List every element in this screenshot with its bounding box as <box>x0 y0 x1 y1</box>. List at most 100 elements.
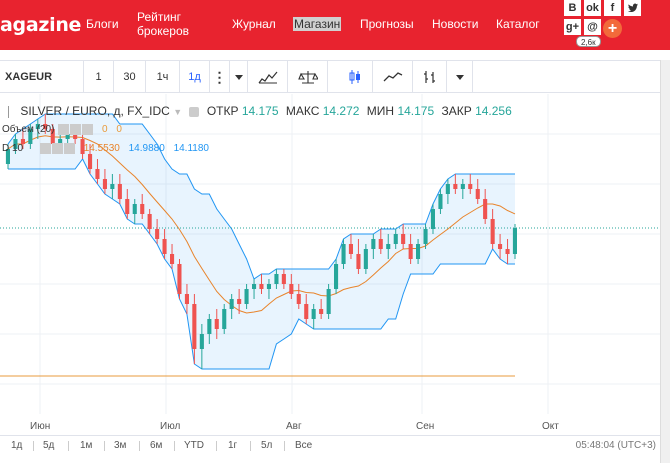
candle <box>348 244 353 254</box>
more-intervals-icon[interactable]: ⋮ <box>210 61 230 93</box>
volume-visibility-icon[interactable] <box>58 124 70 135</box>
range-6m[interactable]: 6м <box>150 440 163 451</box>
nav-forecasts[interactable]: Прогнозы <box>360 17 414 31</box>
ok-icon[interactable]: ok <box>584 0 601 16</box>
twitter-icon[interactable] <box>624 0 641 16</box>
volume-close-icon[interactable] <box>82 124 94 135</box>
range-all[interactable]: Все <box>295 440 313 451</box>
candle <box>430 209 435 229</box>
candles-style-button[interactable] <box>337 61 373 93</box>
range-1y[interactable]: 1г <box>228 440 238 451</box>
interval-30[interactable]: 30 <box>114 61 146 93</box>
candle <box>341 244 346 264</box>
high-value: 14.272 <box>322 104 360 118</box>
site-logo[interactable]: agazine <box>0 14 82 36</box>
volume-label[interactable]: Объем (20) <box>2 124 55 136</box>
candle <box>460 184 465 189</box>
candle <box>512 228 517 254</box>
candle <box>132 204 137 214</box>
candle <box>214 319 219 329</box>
range-5y[interactable]: 5л <box>261 440 273 451</box>
indicators-button[interactable] <box>248 61 288 93</box>
legend-interval: д <box>113 104 121 118</box>
range-separator <box>68 441 69 451</box>
vk-icon[interactable]: B <box>564 0 581 16</box>
nav-catalog[interactable]: Каталог <box>496 17 540 31</box>
bars-style-button[interactable] <box>413 61 447 93</box>
chart-pane[interactable]: SILVER / EURO, д, FX_IDC ▼ ОТКР 14.175 М… <box>0 94 660 434</box>
candle <box>237 299 242 304</box>
channel-settings-icon[interactable] <box>51 143 63 154</box>
candle <box>110 184 115 189</box>
symbol-input[interactable]: XAGEUR <box>0 61 84 93</box>
interval-1[interactable]: 1 <box>84 61 114 93</box>
candle <box>28 129 33 144</box>
candle <box>416 244 421 259</box>
range-3m[interactable]: 3м <box>114 440 127 451</box>
candle <box>490 219 495 244</box>
candle <box>505 249 510 254</box>
candle <box>408 244 413 259</box>
legend-symbol[interactable]: SILVER / EURO <box>20 104 107 118</box>
site-header: agazine Блоги Рейтинг брокеров Журнал Ма… <box>0 0 670 50</box>
settings-icon[interactable] <box>189 106 200 117</box>
candle <box>73 134 78 139</box>
candle <box>468 184 473 189</box>
time-label-jun: Июн <box>30 421 51 432</box>
time-label-aug: Авг <box>286 421 302 432</box>
range-5d[interactable]: 5д <box>43 440 55 451</box>
volume-value-1: 0 <box>101 124 108 136</box>
legend-divider <box>8 105 9 118</box>
candle <box>259 284 264 289</box>
range-ytd[interactable]: YTD <box>184 440 204 451</box>
nav-blogs[interactable]: Блоги <box>86 17 119 31</box>
interval-dropdown[interactable] <box>230 61 248 93</box>
candle <box>475 189 480 199</box>
range-1m[interactable]: 1м <box>80 440 93 451</box>
nav-journal[interactable]: Журнал <box>232 17 276 31</box>
time-label-jul: Июл <box>160 421 181 432</box>
candle <box>401 234 406 244</box>
line-style-button[interactable] <box>373 61 413 93</box>
volume-settings-icon[interactable] <box>70 124 82 135</box>
interval-1d[interactable]: 1д <box>180 61 210 93</box>
volume-value-2: 0 <box>116 124 122 136</box>
channel-close-icon[interactable] <box>63 143 75 154</box>
email-icon[interactable]: @ <box>584 19 601 35</box>
range-1d[interactable]: 1д <box>11 440 23 451</box>
channel-visibility-icon[interactable] <box>39 143 51 154</box>
candle <box>252 284 257 289</box>
time-axis[interactable]: Июн Июл Авг Сен Окт <box>0 415 660 435</box>
nav-news[interactable]: Новости <box>432 17 479 31</box>
candle <box>445 184 450 194</box>
nav-broker-rating[interactable]: Рейтинг брокеров <box>137 10 190 38</box>
page-scrollbar[interactable] <box>660 60 670 463</box>
style-dropdown[interactable] <box>447 61 473 93</box>
candle <box>184 294 189 304</box>
compare-button[interactable] <box>288 61 328 93</box>
candle <box>35 124 40 129</box>
facebook-icon[interactable]: f <box>604 0 621 16</box>
candle <box>453 184 458 189</box>
nav-shop[interactable]: Магазин <box>293 17 342 31</box>
channel-label[interactable]: D 10 <box>2 143 24 155</box>
legend-dropdown-icon[interactable]: ▼ <box>173 107 183 117</box>
candle <box>147 214 152 229</box>
candle <box>311 309 316 319</box>
candle <box>125 199 130 214</box>
candle <box>319 309 324 314</box>
share-count-badge: 2,6к <box>576 36 601 47</box>
clock[interactable]: 05:48:04 (UTC+3) <box>575 440 656 451</box>
chart-toolbar: XAGEUR 1 30 1ч 1д ⋮ <box>0 60 670 93</box>
candle <box>393 234 398 244</box>
candle <box>244 289 249 304</box>
google-plus-icon[interactable]: g+ <box>564 19 581 35</box>
share-more-button[interactable]: + <box>603 19 622 38</box>
time-label-oct: Окт <box>542 421 559 432</box>
interval-1h[interactable]: 1ч <box>146 61 180 93</box>
range-separator <box>139 441 140 451</box>
candle <box>438 194 443 209</box>
range-separator <box>250 441 251 451</box>
chevron-down-icon <box>455 74 464 80</box>
price-chart[interactable] <box>0 94 660 414</box>
